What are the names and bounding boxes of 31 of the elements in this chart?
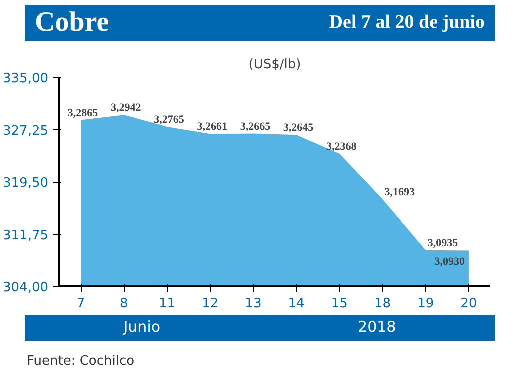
y-tick-label: 319,50 xyxy=(3,176,49,191)
y-tick-label: 335,00 xyxy=(3,72,49,86)
data-label: 3,2661 xyxy=(197,121,228,134)
data-label: 3,0930 xyxy=(434,256,466,268)
x-tick-label: 8 xyxy=(120,296,128,312)
text: Junio xyxy=(124,317,161,338)
data-label: 3,2942 xyxy=(111,102,142,114)
data-label: 3,2645 xyxy=(283,122,314,134)
data-label: 3,2865 xyxy=(68,107,99,120)
data-label: 3,0935 xyxy=(428,237,459,250)
x-tick-label: 11 xyxy=(158,296,176,312)
text: 2018 xyxy=(358,317,396,338)
x-tick-label: 13 xyxy=(245,296,262,312)
chart-subtitle: Del 7 al 20 de junio xyxy=(329,11,485,36)
data-label: 3,1693 xyxy=(384,186,416,198)
chart-title: Cobre xyxy=(35,6,110,40)
y-tick-label: 327,25 xyxy=(3,124,49,139)
x-tick-label: 15 xyxy=(331,296,348,312)
x-tick-label: 14 xyxy=(288,296,305,312)
x-tick-label: 18 xyxy=(374,296,392,312)
x-tick-label: 20 xyxy=(460,296,478,312)
y-axis-title: (US$/lb) xyxy=(248,58,302,72)
data-label: 3,2765 xyxy=(154,114,185,126)
data-label: 3,2665 xyxy=(240,120,272,133)
source-note: Fuente: Cochilco xyxy=(27,353,135,371)
x-tick-label: 19 xyxy=(418,296,434,312)
data-label: 3,2368 xyxy=(326,140,358,153)
x-tick-label: 7 xyxy=(76,296,86,312)
y-tick-label: 304,00 xyxy=(3,280,49,296)
y-tick-label: 311,75 xyxy=(3,228,49,244)
x-tick-label: 12 xyxy=(202,296,219,312)
